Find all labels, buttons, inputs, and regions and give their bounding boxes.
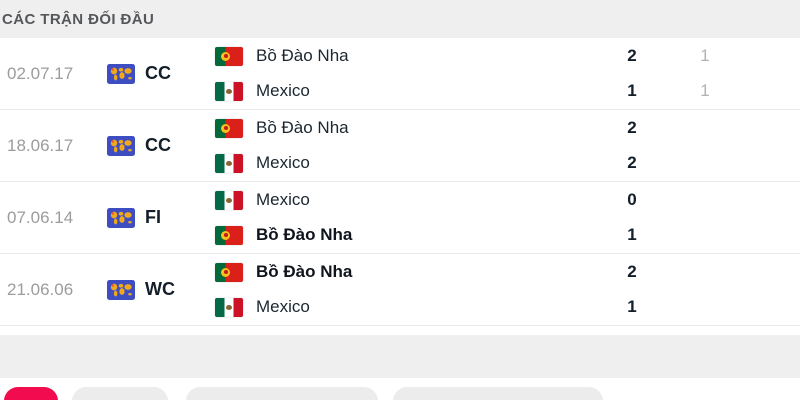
fulltime-score: 0 (627, 190, 637, 209)
mexico-flag-icon (215, 190, 243, 210)
mexico-flag-icon (215, 153, 243, 173)
team-name: Mexico (256, 153, 310, 172)
competition-code: FI (145, 207, 161, 227)
world-map-icon (107, 207, 135, 228)
match-list: 02.07.17 CC Bồ Đào Nha 2 1 Mexico 1 1 (0, 38, 800, 326)
portugal-flag-icon (215, 225, 243, 245)
team-line: Bồ Đào Nha 2 (215, 255, 800, 290)
match-row[interactable]: 02.07.17 CC Bồ Đào Nha 2 1 Mexico 1 1 (0, 38, 800, 110)
portugal-flag-icon (215, 262, 243, 282)
footer-tab-active[interactable] (4, 387, 58, 400)
teams-cell: Bồ Đào Nha 2 Mexico 2 (215, 110, 800, 181)
fulltime-score: 2 (627, 262, 637, 281)
competition-cell: CC (107, 110, 215, 181)
competition-cell: CC (107, 38, 215, 109)
team-line: Bồ Đào Nha 2 (215, 111, 800, 146)
team-name: Bồ Đào Nha (256, 262, 353, 281)
team-name: Bồ Đào Nha (256, 46, 349, 65)
footer-tab[interactable] (186, 387, 378, 400)
footer-tab[interactable] (393, 387, 603, 400)
footer-tab[interactable] (72, 387, 168, 400)
match-row[interactable]: 21.06.06 WC Bồ Đào Nha 2 Mexico 1 (0, 254, 800, 326)
world-map-icon (107, 135, 135, 156)
team-line: Bồ Đào Nha 1 (215, 218, 800, 253)
fulltime-score: 2 (627, 153, 637, 172)
fulltime-score: 2 (627, 118, 637, 137)
mexico-flag-icon (215, 81, 243, 101)
teams-cell: Bồ Đào Nha 2 1 Mexico 1 1 (215, 38, 800, 109)
teams-cell: Mexico 0 Bồ Đào Nha 1 (215, 182, 800, 253)
team-name: Mexico (256, 297, 310, 316)
mexico-flag-icon (215, 297, 243, 317)
competition-cell: WC (107, 254, 215, 325)
team-line: Mexico 1 1 (215, 74, 800, 109)
world-map-icon (107, 63, 135, 84)
fulltime-score: 1 (627, 225, 637, 244)
match-row[interactable]: 18.06.17 CC Bồ Đào Nha 2 Mexico 2 (0, 110, 800, 182)
fulltime-score: 1 (627, 297, 637, 316)
match-date: 07.06.14 (7, 207, 74, 227)
teams-cell: Bồ Đào Nha 2 Mexico 1 (215, 254, 800, 325)
match-date: 21.06.06 (7, 279, 74, 299)
team-name: Bồ Đào Nha (256, 225, 353, 244)
section-gap (0, 326, 800, 335)
match-date: 02.07.17 (7, 63, 74, 83)
team-line: Bồ Đào Nha 2 1 (215, 39, 800, 74)
match-date: 18.06.17 (7, 135, 74, 155)
competition-code: CC (145, 63, 171, 83)
team-name: Mexico (256, 190, 310, 209)
fulltime-score: 1 (627, 81, 637, 100)
competition-code: WC (145, 279, 175, 299)
team-name: Mexico (256, 81, 310, 100)
portugal-flag-icon (215, 46, 243, 66)
portugal-flag-icon (215, 118, 243, 138)
world-map-icon (107, 279, 135, 300)
competition-code: CC (145, 135, 171, 155)
section-divider-band (0, 335, 800, 378)
fulltime-score: 2 (627, 46, 637, 65)
section-title: CÁC TRẬN ĐỐI ĐẦU (2, 10, 155, 28)
team-line: Mexico 0 (215, 183, 800, 218)
section-header: CÁC TRẬN ĐỐI ĐẦU (0, 0, 800, 38)
secondary-score: 1 (700, 46, 710, 65)
match-row[interactable]: 07.06.14 FI Mexico 0 Bồ Đào Nha 1 (0, 182, 800, 254)
footer-tab-bar (0, 378, 800, 400)
team-line: Mexico 2 (215, 146, 800, 181)
competition-cell: FI (107, 182, 215, 253)
team-line: Mexico 1 (215, 290, 800, 325)
secondary-score: 1 (700, 81, 710, 100)
team-name: Bồ Đào Nha (256, 118, 349, 137)
